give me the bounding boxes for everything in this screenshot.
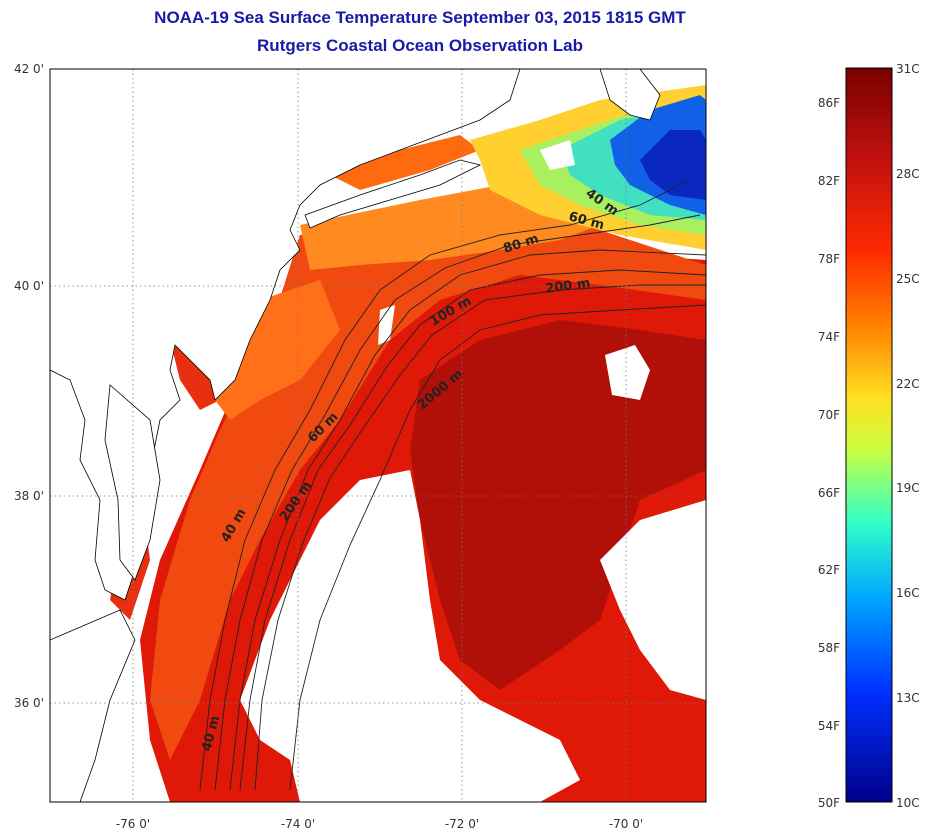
cold-water-deep-blue <box>640 130 706 200</box>
map-subtitle: Rutgers Coastal Ocean Observation Lab <box>257 36 583 55</box>
lat-tick-label: 36 0' <box>14 696 44 710</box>
colorbar-f-label: 58F <box>818 641 840 655</box>
colorbar-c-label: 10C <box>896 796 920 810</box>
lon-tick-label: -74 0' <box>281 817 315 831</box>
cloud-mask <box>600 500 706 700</box>
colorbar-f-label: 82F <box>818 174 840 188</box>
colorbar-f-label: 62F <box>818 563 840 577</box>
nearshore-water <box>215 280 340 420</box>
land-southeast <box>50 609 136 802</box>
lon-tick-label: -76 0' <box>116 817 150 831</box>
contour-40m <box>199 179 691 791</box>
lat-tick-label: 42 0' <box>14 62 44 76</box>
colorbar <box>845 67 893 803</box>
gulf-stream-water <box>410 320 706 690</box>
sound-water <box>330 135 480 190</box>
cloud-mask <box>540 140 575 170</box>
cloud-mask <box>240 470 580 802</box>
colorbar-c-labels: 31C 28C 25C 22C 19C 16C 13C 10C <box>896 62 920 810</box>
lon-tick-label: -72 0' <box>445 817 479 831</box>
map-title: NOAA-19 Sea Surface Temperature Septembe… <box>154 8 686 27</box>
land-cape-cod <box>599 69 661 121</box>
bathymetry-contours <box>199 179 706 791</box>
colorbar-f-label: 54F <box>818 719 840 733</box>
colorbar-c-label: 19C <box>896 481 920 495</box>
contour-80m <box>229 249 706 791</box>
contour-200m <box>254 284 706 791</box>
colorbar-f-label: 86F <box>818 96 840 110</box>
land-delmarva <box>104 384 161 581</box>
map-border <box>49 68 707 803</box>
lat-tick-label: 38 0' <box>14 489 44 503</box>
colorbar-f-label: 74F <box>818 330 840 344</box>
colorbar-c-label: 28C <box>896 167 920 181</box>
land-mainland <box>50 69 521 601</box>
lat-tick-label: 40 0' <box>14 279 44 293</box>
cloud-mask <box>605 345 650 400</box>
colorbar-c-label: 31C <box>896 62 920 76</box>
contour-2000m <box>289 304 706 791</box>
lat-axis: 42 0' 40 0' 38 0' 36 0' <box>14 62 44 710</box>
colorbar-c-label: 25C <box>896 272 920 286</box>
colorbar-f-label: 50F <box>818 796 840 810</box>
cloud-mask <box>378 305 395 345</box>
contour-60m <box>214 214 701 791</box>
colorbar-f-labels: 86F 82F 78F 74F 70F 66F 62F 58F 54F 50F <box>818 96 840 810</box>
colorbar-c-label: 16C <box>896 586 920 600</box>
graticule <box>50 69 706 802</box>
colorbar-f-label: 66F <box>818 486 840 500</box>
land-long-island <box>304 159 482 229</box>
colorbar-f-label: 78F <box>818 252 840 266</box>
colorbar-c-label: 22C <box>896 377 920 391</box>
colorbar-f-label: 70F <box>818 408 840 422</box>
lon-tick-label: -70 0' <box>609 817 643 831</box>
sst-raster: 40 m 60 m 80 m 200 m 100 m 2000 m 60 m 2… <box>50 69 706 802</box>
contour-100m <box>239 269 706 791</box>
lon-axis: -76 0' -74 0' -72 0' -70 0' <box>116 817 643 831</box>
colorbar-c-label: 13C <box>896 691 920 705</box>
